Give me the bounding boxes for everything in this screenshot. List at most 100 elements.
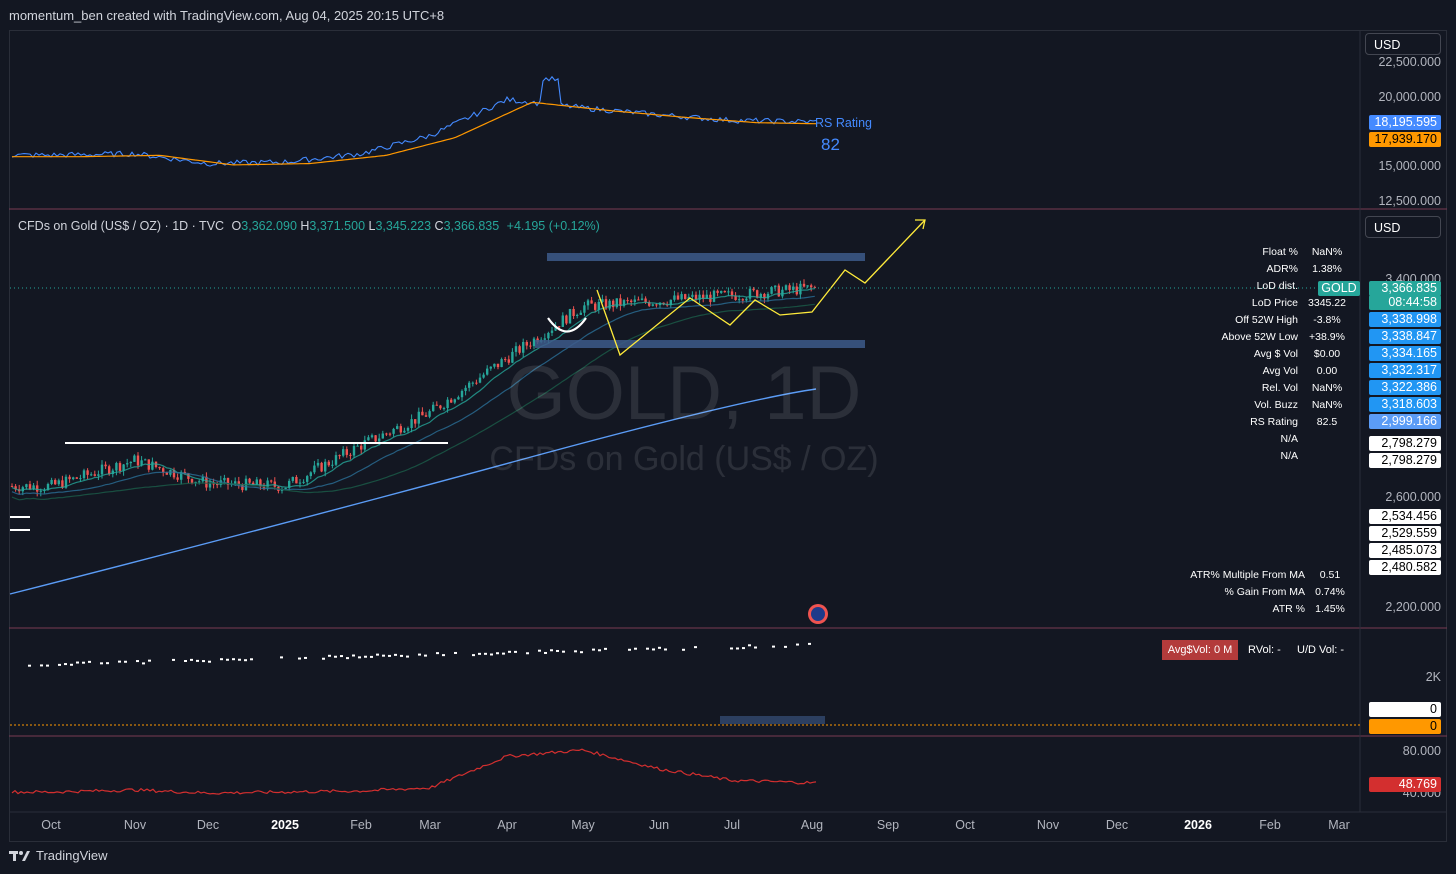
volume-dot <box>394 653 397 656</box>
tradingview-brand[interactable]: TradingView <box>9 848 108 863</box>
candle-body <box>201 476 204 482</box>
candle-body <box>352 446 356 456</box>
price-scale-badge: 3,334.165 <box>1369 346 1441 361</box>
candle-body <box>676 295 680 300</box>
candle-body <box>428 411 431 417</box>
time-axis-label: Jun <box>648 818 670 832</box>
volume-dot <box>100 662 103 665</box>
time-axis-label: Oct <box>41 818 61 832</box>
stats-key: Off 52W High <box>1235 314 1298 326</box>
candle-body <box>334 455 338 465</box>
candle-body <box>180 471 183 480</box>
legend-low: 3,345.223 <box>375 219 432 233</box>
volume-dot <box>496 652 499 655</box>
legend-change: +4.195 (+0.12%) <box>506 219 600 233</box>
currency-button-rs[interactable]: USD <box>1365 33 1441 55</box>
candle-body <box>100 464 104 475</box>
volume-dot <box>604 647 607 650</box>
candle-body <box>349 454 352 456</box>
volume-dot <box>754 646 757 649</box>
stats-value: NaN% <box>1311 382 1343 394</box>
volume-dot <box>376 653 379 656</box>
candle-body <box>439 405 442 409</box>
candle-body <box>651 304 654 306</box>
candle-body <box>752 288 755 291</box>
volume-dot <box>736 647 739 650</box>
event-flag-inner <box>811 607 825 621</box>
legend-close: 3,366.835 <box>443 219 500 233</box>
rs-rating-value: 82 <box>821 135 840 154</box>
candle-body <box>806 285 809 287</box>
currency-button-main[interactable]: USD <box>1365 216 1441 238</box>
atr-key: ATR % <box>1272 603 1305 615</box>
tradingview-logo-icon <box>9 850 30 861</box>
candle-body <box>381 433 384 439</box>
volume-dot <box>58 663 61 666</box>
candle-body <box>129 461 132 464</box>
stats-value: $0.00 <box>1313 348 1341 360</box>
candle-body <box>316 462 320 466</box>
candle-body <box>10 486 14 488</box>
candle-body <box>590 300 593 304</box>
volume-dot <box>124 660 127 663</box>
watermark-description: CFDs on Gold (US$ / OZ) <box>489 440 879 478</box>
candle-body <box>612 300 615 308</box>
time-axis-label: May <box>571 818 595 832</box>
candle-body <box>234 481 237 484</box>
candle-body <box>565 315 568 324</box>
volume-dot <box>748 644 751 647</box>
candle-body <box>759 293 762 298</box>
candle-body <box>288 480 291 488</box>
candle-body <box>446 399 449 409</box>
price-scale-badge: 2,529.559 <box>1369 526 1441 541</box>
price-scale-badge: 0 <box>1369 702 1441 717</box>
watermark-symbol: GOLD, 1D <box>506 351 862 436</box>
rs-price-label: 20,000.000 <box>1378 90 1441 104</box>
volume-dot <box>772 645 775 648</box>
volume-dot <box>76 661 79 664</box>
candle-body <box>802 283 806 287</box>
volume-dot <box>808 642 811 645</box>
candle-body <box>633 299 636 303</box>
candle-body <box>702 294 705 299</box>
candle-body <box>97 474 100 476</box>
legend-symbol: CFDs on Gold (US$ / OZ) · 1D · TVC <box>18 219 225 233</box>
candle-body <box>205 476 208 488</box>
candle-body <box>302 481 305 483</box>
stats-key: N/A <box>1280 450 1298 462</box>
candle-body <box>547 332 550 339</box>
candle-body <box>486 368 489 375</box>
candle-body <box>241 485 244 491</box>
ohlc-legend[interactable]: CFDs on Gold (US$ / OZ) · 1D · TVC O3,36… <box>18 219 600 233</box>
main-price-label: 2,200.000 <box>1385 600 1441 614</box>
rsi-pane <box>11 748 817 795</box>
volume-dot <box>664 648 667 651</box>
candle-body <box>259 479 262 487</box>
volume-dot <box>226 658 229 661</box>
stats-key: N/A <box>1280 433 1298 445</box>
candle-body <box>237 481 240 486</box>
candle-body <box>388 433 392 435</box>
candle-body <box>266 480 269 489</box>
candle-body <box>198 481 201 483</box>
candle-body <box>576 314 579 317</box>
candle-body <box>810 285 813 288</box>
candle-body <box>464 387 467 391</box>
candle-body <box>637 299 640 301</box>
atr-key: ATR% Multiple From MA <box>1190 569 1305 581</box>
volume-dot <box>352 654 355 657</box>
candle-body <box>619 298 622 306</box>
candle-body <box>122 464 125 471</box>
rs-price-label: 15,000.000 <box>1378 159 1441 173</box>
volume-dot <box>328 654 331 657</box>
candle-body <box>133 455 136 462</box>
candle-body <box>212 483 215 485</box>
candle-body <box>367 437 370 441</box>
stats-key: ADR% <box>1266 263 1298 275</box>
candle-body <box>158 466 161 469</box>
projection-arrow <box>915 219 926 230</box>
candle-body <box>741 299 744 301</box>
candle-body <box>442 408 446 410</box>
tradingview-brand-text: TradingView <box>36 848 108 863</box>
